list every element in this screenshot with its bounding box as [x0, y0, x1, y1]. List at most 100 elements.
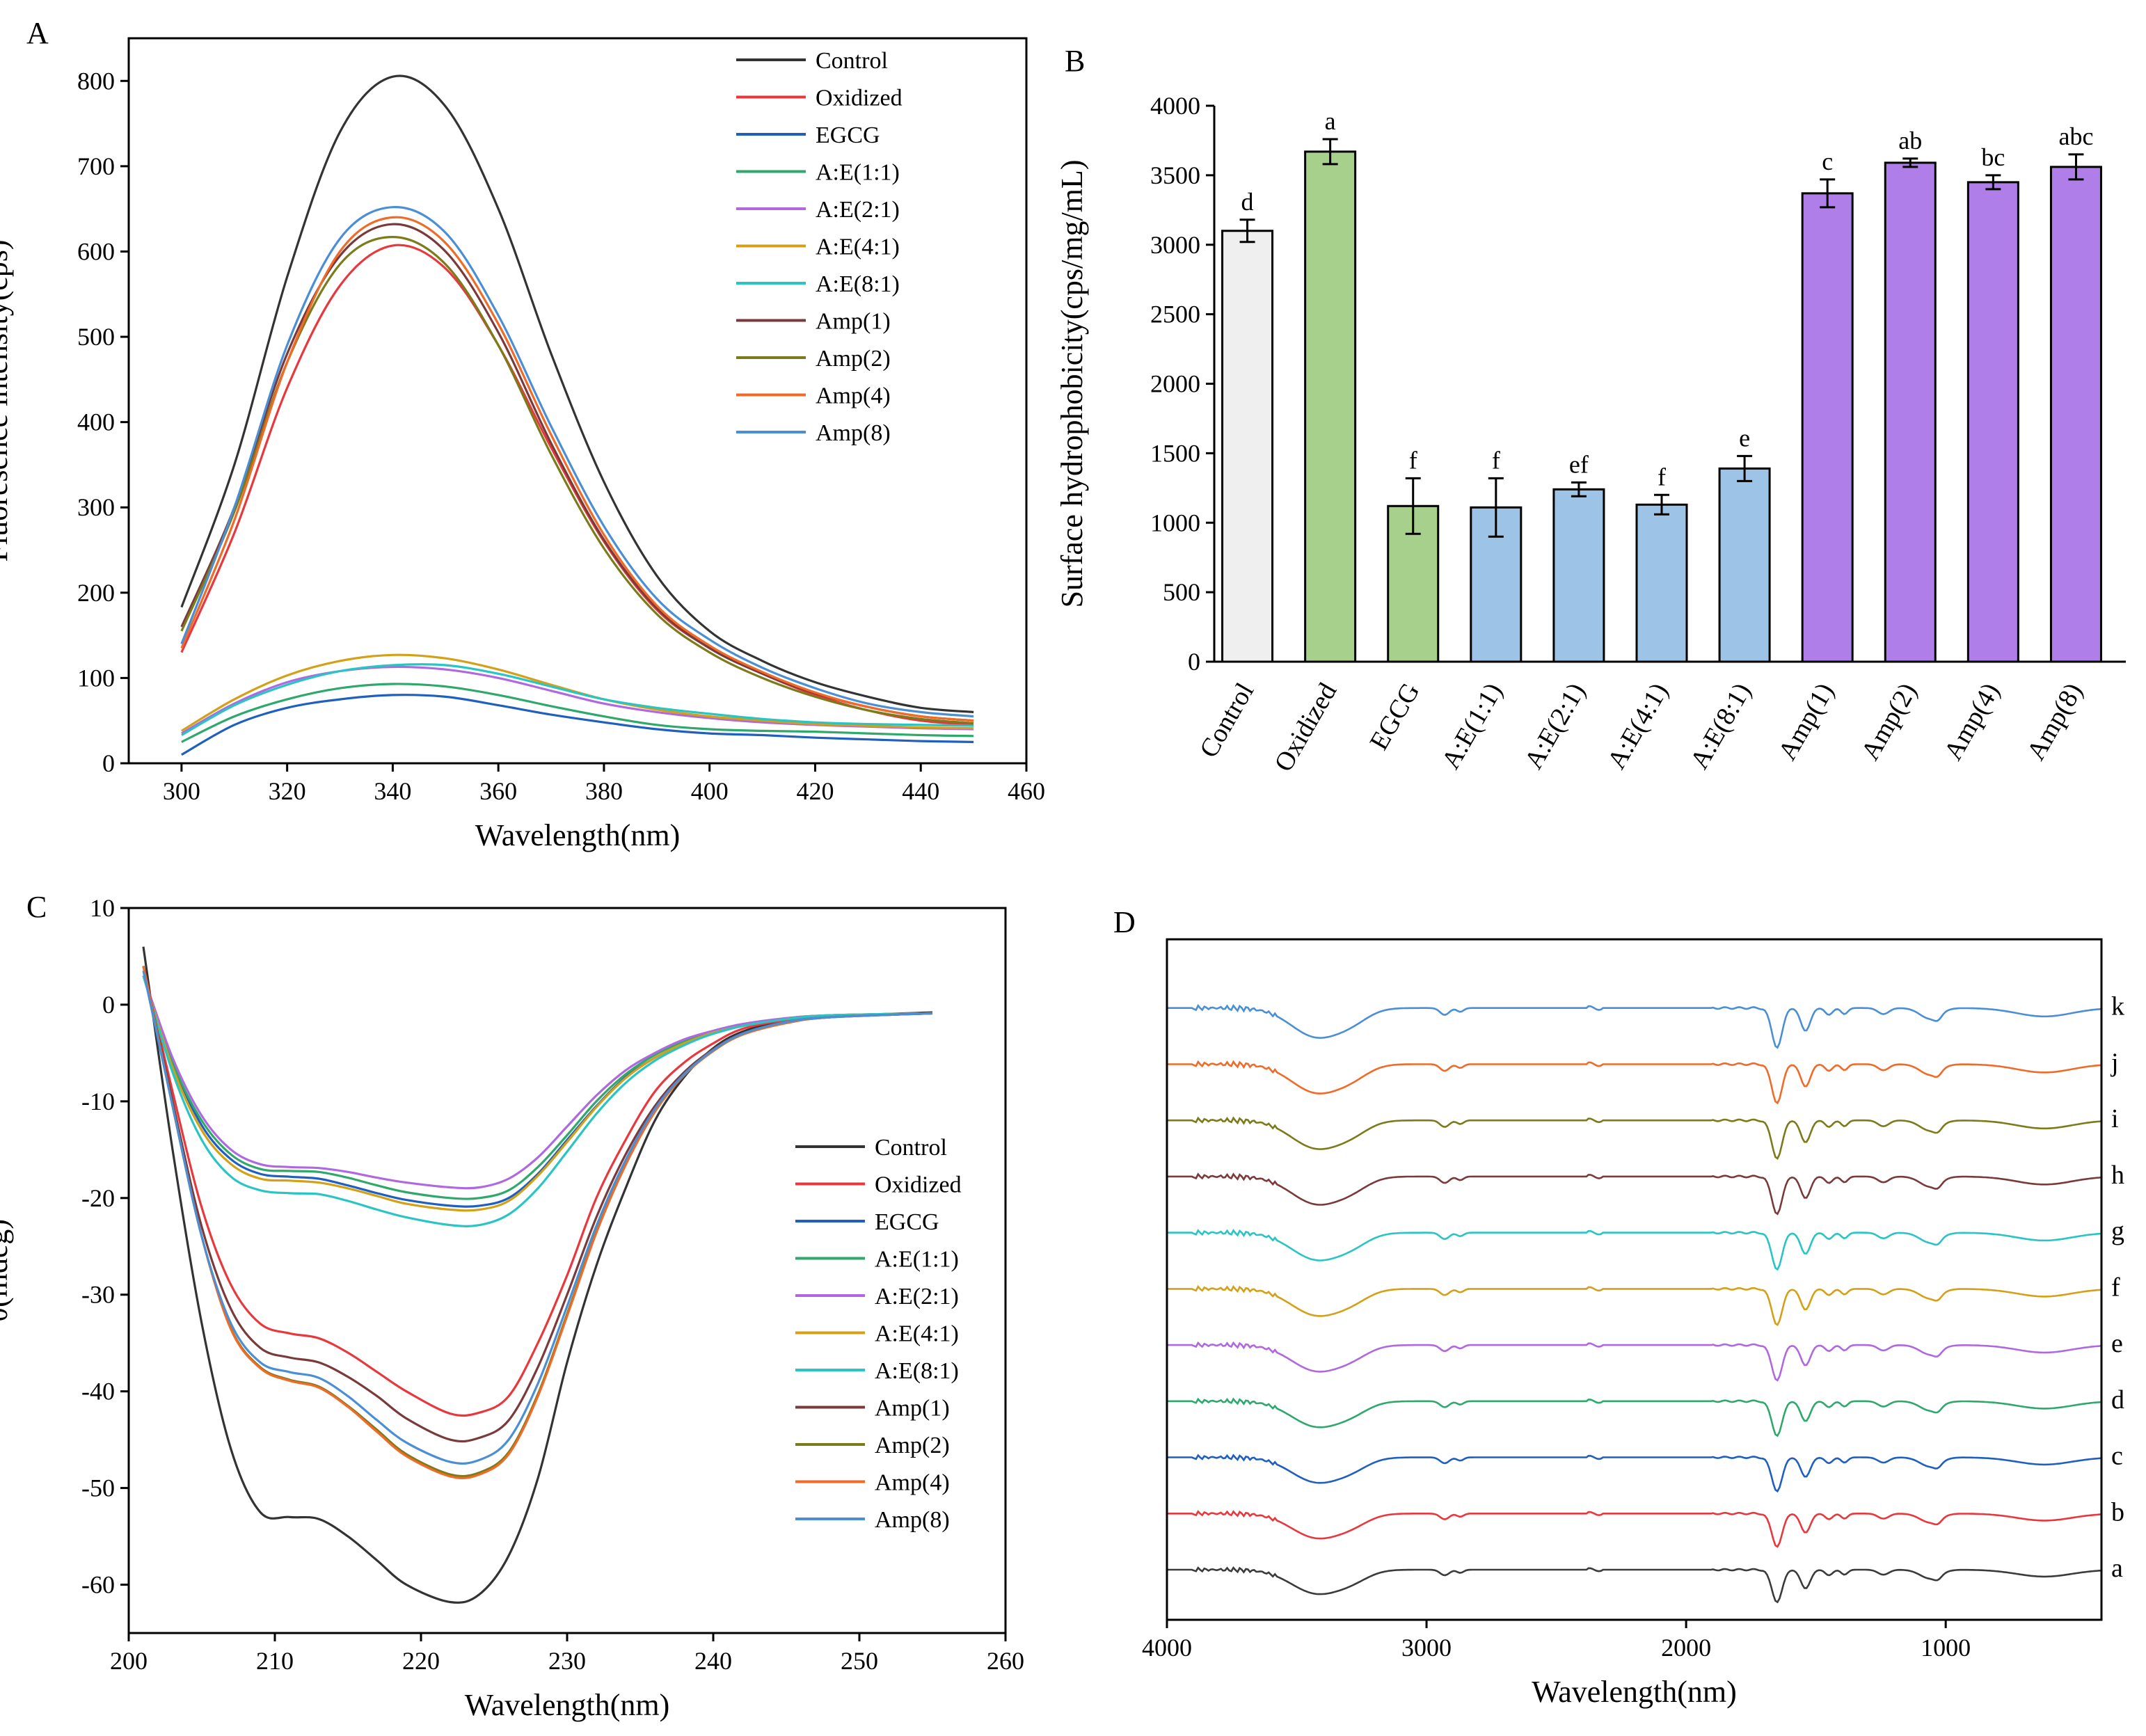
panel-a-fluorescence-chart: 300 320 340 360 380 400 420 440 460 0 100 200 300 400…	[0, 37, 1045, 852]
legend-label: Control	[816, 48, 888, 74]
category-label: Amp(4)	[1939, 678, 2006, 765]
significance-letter: ab	[1898, 127, 1922, 154]
panel-c-y-axis-title: θ(mdeg)	[0, 1219, 14, 1322]
x-tick-label: 250	[841, 1647, 878, 1675]
panel-letter-a: A	[26, 16, 49, 50]
y-tick-label: -50	[81, 1474, 115, 1502]
y-tick-label: 400	[77, 408, 115, 436]
x-tick-label: 320	[269, 777, 306, 805]
panel-a-axes: 300 320 340 360 380 400 420 440 460 0 100 200 300 400…	[77, 37, 1045, 805]
series-line-a-e-8-1-	[181, 663, 974, 736]
y-tick-label: 500	[77, 323, 115, 351]
x-tick-label: 380	[585, 777, 623, 805]
c-plot-frame	[127, 907, 1007, 1634]
spectrum-label: b	[2111, 1497, 2124, 1527]
y-tick-label: 2500	[1150, 301, 1200, 328]
bar-amp-8-	[2049, 166, 2102, 663]
bar-oxidized	[1304, 150, 1357, 663]
spectrum-label: j	[2110, 1048, 2119, 1077]
y-tick-label: 100	[77, 664, 115, 692]
y-tick-label: 500	[1163, 578, 1200, 606]
bar-a-e-2-1-	[1552, 488, 1605, 663]
x-tick-label: 340	[374, 777, 411, 805]
x-tick-label: 1000	[1921, 1634, 1971, 1662]
spectrum-label: a	[2111, 1554, 2123, 1583]
spectrum-d	[1167, 1397, 2102, 1438]
x-tick-label: 3000	[1401, 1634, 1452, 1662]
x-tick-label: 260	[987, 1647, 1024, 1675]
series-line-a-e-8-1-	[142, 975, 933, 1227]
significance-letter: f	[1409, 446, 1417, 474]
significance-letter: abc	[2058, 122, 2093, 150]
y-tick-label: 300	[77, 493, 115, 521]
panel-b-y-axis-title: Surface hydrophobicity(cps/mg/mL)	[1055, 160, 1089, 608]
legend-label: Amp(2)	[875, 1433, 950, 1458]
d-plot-frame	[1166, 938, 2103, 1621]
legend-label: A:E(1:1)	[875, 1247, 959, 1273]
category-label: Amp(1)	[1772, 678, 1840, 765]
panel-a-legend: Control Oxidized EGCG A:E(1:1) A:E(2:1) A:E(4…	[736, 48, 903, 446]
significance-letter: a	[1325, 107, 1336, 135]
series-line-amp-1-	[180, 223, 974, 722]
panel-a-x-axis-title: Wavelength(nm)	[475, 818, 681, 852]
x-tick-label: 420	[796, 777, 834, 805]
x-tick-label: 210	[256, 1647, 294, 1675]
spectrum-b	[1167, 1510, 2102, 1548]
spectrum-label: f	[2111, 1273, 2120, 1302]
y-tick-label: 10	[90, 894, 115, 922]
legend-label: A:E(4:1)	[875, 1321, 959, 1347]
spectrum-a	[1167, 1566, 2102, 1604]
series-line-amp-8-	[142, 970, 933, 1465]
y-tick-label: -60	[81, 1571, 115, 1599]
panel-c-cd-chart: 200 210 220 230 240 250 260 10 0 -10 -20 -30 -40 -50 -…	[0, 894, 1024, 1722]
series-line-egcg	[142, 975, 933, 1208]
legend-label: Amp(1)	[875, 1396, 950, 1422]
series-line-a-e-2-1-	[142, 975, 933, 1190]
y-tick-label: 0	[102, 749, 115, 777]
panel-d-axes: 4000 3000 2000 1000	[1142, 938, 2103, 1662]
x-tick-label: 240	[694, 1647, 732, 1675]
panel-c-x-axis-title: Wavelength(nm)	[465, 1688, 670, 1722]
spectrum-e	[1167, 1341, 2102, 1382]
significance-letter: ef	[1569, 450, 1589, 478]
panel-c-legend: Control Oxidized EGCG A:E(1:1) A:E(2:1) A:E(4…	[795, 1135, 962, 1533]
y-tick-label: -30	[81, 1281, 115, 1309]
y-tick-label: 3500	[1150, 161, 1200, 189]
category-label: EGCG	[1364, 678, 1425, 756]
y-tick-label: 4000	[1150, 92, 1200, 120]
legend-label: A:E(8:1)	[875, 1358, 959, 1384]
significance-letter: c	[1822, 148, 1833, 175]
panel-a-lines	[180, 74, 974, 756]
y-tick-label: -20	[81, 1184, 115, 1212]
x-tick-label: 220	[402, 1647, 440, 1675]
y-tick-label: 200	[77, 579, 115, 607]
legend-label: Amp(8)	[816, 420, 891, 446]
legend-label: Amp(4)	[816, 383, 891, 409]
series-line-oxidized	[142, 966, 933, 1417]
bar-a-e-4-1-	[1635, 503, 1688, 663]
series-line-oxidized	[180, 244, 974, 726]
spectrum-f	[1167, 1284, 2102, 1327]
category-label: Oxidized	[1269, 678, 1342, 777]
spectrum-g	[1167, 1229, 2102, 1271]
legend-label: Oxidized	[875, 1172, 962, 1198]
category-label: Amp(8)	[2021, 678, 2089, 765]
spectrum-label: i	[2111, 1104, 2119, 1133]
series-line-amp-4-	[180, 216, 974, 722]
bar-control	[1221, 230, 1274, 663]
y-tick-label: 800	[77, 67, 115, 95]
series-line-control	[180, 74, 974, 713]
legend-label: Oxidized	[816, 86, 903, 111]
y-tick-label: 2000	[1150, 370, 1200, 398]
legend-label: A:E(1:1)	[816, 160, 900, 186]
panel-b-hydrophobicity-chart: d a f f ef f e c ab bc abc 0 500 1000 1500 2000 2500 300…	[1055, 92, 2126, 777]
y-tick-label: -10	[81, 1088, 115, 1115]
spectrum-label: k	[2111, 992, 2124, 1021]
spectrum-label: h	[2111, 1161, 2124, 1190]
spectrum-h	[1167, 1172, 2102, 1216]
series-line-a-e-1-1-	[181, 683, 974, 743]
legend-label: Amp(4)	[875, 1470, 950, 1496]
